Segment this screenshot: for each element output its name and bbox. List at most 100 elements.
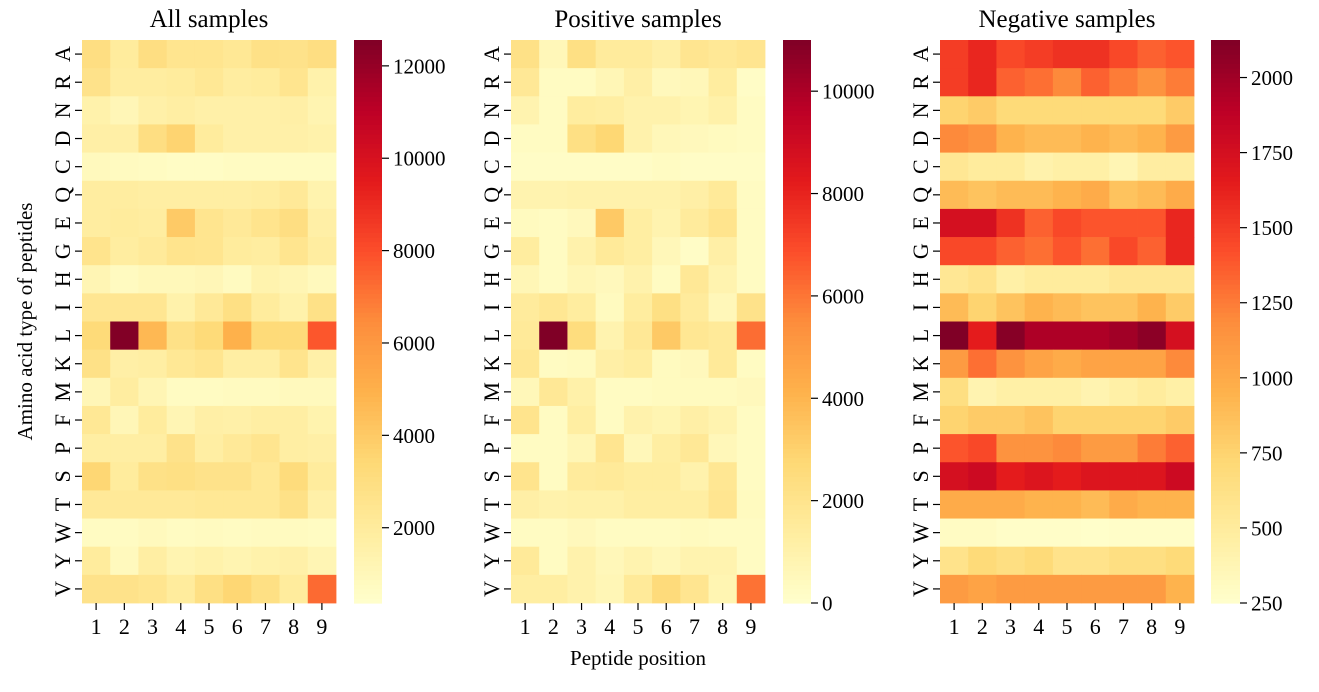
y-tick-label: V bbox=[479, 581, 504, 597]
heatmap-cell: Q @ 9: 1400 bbox=[307, 180, 337, 210]
heatmap-cell: G @ 8: 1200 bbox=[708, 237, 738, 266]
colorbar-segment bbox=[783, 584, 811, 590]
heatmap-cell: V @ 5: 1100 bbox=[1052, 574, 1082, 604]
heatmap-cell: K @ 7: 1050 bbox=[1109, 349, 1138, 379]
heatmap-cell: T @ 5: 1300 bbox=[623, 490, 653, 519]
heatmap-cell: H @ 1: 550 bbox=[940, 265, 969, 294]
colorbar-segment bbox=[354, 115, 382, 121]
heatmap-cell: V @ 8: 2000 bbox=[279, 574, 309, 604]
colorbar-segment bbox=[783, 405, 811, 412]
colorbar-segment bbox=[783, 222, 811, 229]
heatmap-cell: H @ 4: 1000 bbox=[166, 265, 196, 294]
colorbar-segment bbox=[1211, 326, 1240, 332]
heatmap-cell: D @ 7: 500 bbox=[680, 124, 709, 153]
heatmap-cell: F @ 3: 1300 bbox=[567, 405, 597, 435]
heatmap-cell: E @ 8: 2000 bbox=[708, 208, 738, 238]
colorbar-segment bbox=[1211, 527, 1240, 534]
y-tick-label: T bbox=[908, 497, 933, 511]
y-tick-label: C bbox=[479, 159, 504, 174]
colorbar-segment bbox=[354, 288, 382, 294]
colorbar-segment bbox=[1211, 82, 1240, 88]
heatmap-cell: V @ 7: 1100 bbox=[1109, 574, 1138, 604]
heatmap-cell: L @ 9: 7800 bbox=[307, 321, 337, 351]
colorbar-segment bbox=[783, 265, 811, 271]
colorbar-segment bbox=[783, 176, 811, 182]
heatmap-cell: P @ 5: 1200 bbox=[1052, 434, 1082, 463]
colorbar-segment bbox=[783, 593, 811, 599]
heatmap-cell: V @ 3: 1000 bbox=[567, 574, 597, 604]
heatmap-cell: M @ 5: 450 bbox=[1052, 377, 1082, 407]
heatmap-cell: A @ 3: 1450 bbox=[996, 40, 1026, 69]
colorbar-segment bbox=[783, 63, 811, 69]
heatmap-cell: R @ 9: 1500 bbox=[307, 68, 337, 97]
colorbar-segment bbox=[1211, 260, 1240, 266]
heatmap-cell: G @ 4: 1300 bbox=[1024, 237, 1054, 266]
heatmap-cell: M @ 3: 1200 bbox=[138, 377, 168, 407]
colorbar-segment bbox=[1211, 415, 1240, 421]
colorbar-segment bbox=[354, 509, 382, 515]
colorbar-segment bbox=[783, 302, 811, 309]
heatmap-cell: L @ 8: 1600 bbox=[708, 321, 738, 351]
heatmap-cell: F @ 6: 800 bbox=[652, 405, 681, 435]
heatmap-cell: C @ 2: 800 bbox=[110, 152, 139, 182]
heatmap-cell: C @ 4: 200 bbox=[595, 152, 625, 182]
colorbar-segment bbox=[354, 283, 382, 290]
colorbar-segment bbox=[783, 532, 811, 538]
colorbar-segment bbox=[354, 40, 382, 46]
colorbar-segment bbox=[354, 298, 382, 304]
x-tick-label: 9 bbox=[316, 614, 327, 639]
colorbar-segment bbox=[1211, 213, 1240, 219]
heatmap-cell: E @ 3: 500 bbox=[567, 208, 597, 238]
colorbar-segment bbox=[783, 560, 811, 567]
colorbar-tick-label: 8000 bbox=[822, 182, 864, 206]
colorbar-tick-label: 4000 bbox=[822, 387, 864, 411]
heatmap-cell: I @ 3: 2400 bbox=[138, 293, 168, 322]
heatmap-cell: K @ 8: 2600 bbox=[279, 349, 309, 379]
y-tick-label: R bbox=[479, 75, 504, 90]
colorbar-segment bbox=[783, 368, 811, 374]
y-tick-label: N bbox=[50, 102, 75, 118]
colorbar-segment bbox=[354, 551, 382, 557]
heatmap-cell: W @ 2: 300 bbox=[968, 518, 997, 548]
heatmap-cell: W @ 8: 270 bbox=[1137, 518, 1167, 548]
colorbar-tick-label: 2000 bbox=[822, 489, 864, 513]
heatmap-cell: Y @ 4: 600 bbox=[595, 546, 625, 576]
colorbar-segment bbox=[1211, 194, 1240, 201]
heatmap-cell: R @ 5: 1200 bbox=[1052, 68, 1082, 97]
heatmap-cell: K @ 2: 1700 bbox=[110, 349, 139, 379]
heatmap-cell: M @ 6: 400 bbox=[652, 377, 681, 407]
colorbar-segment bbox=[783, 161, 811, 168]
colorbar-segment bbox=[354, 434, 382, 440]
colorbar-segment bbox=[783, 588, 811, 595]
y-tick-label: P bbox=[908, 442, 933, 454]
heatmap-cell: F @ 9: 1400 bbox=[307, 405, 337, 435]
colorbar-segment bbox=[1211, 593, 1240, 599]
colorbar-tick-label: 10000 bbox=[393, 147, 446, 171]
heatmap-cell: V @ 3: 2500 bbox=[138, 574, 168, 604]
heatmap-cell: L @ 8: 3300 bbox=[279, 321, 309, 351]
colorbar-segment bbox=[354, 556, 382, 562]
colorbar-segment bbox=[783, 396, 811, 402]
heatmap-cell: C @ 7: 700 bbox=[251, 152, 280, 182]
heatmap-cell: G @ 7: 1450 bbox=[1109, 237, 1138, 266]
heatmap-cell: H @ 1: 700 bbox=[511, 265, 540, 294]
colorbar-segment bbox=[1211, 542, 1240, 548]
colorbar-segment bbox=[1211, 138, 1240, 144]
colorbar-segment bbox=[783, 298, 811, 304]
colorbar-segment bbox=[354, 565, 382, 571]
heatmap-cell: F @ 4: 850 bbox=[1024, 405, 1054, 435]
heatmap-cell: I @ 9: 2100 bbox=[736, 293, 766, 322]
colorbar-segment bbox=[1211, 208, 1240, 215]
heatmap-cell: S @ 9: 300 bbox=[736, 462, 766, 491]
heatmap-cell: Q @ 6: 1000 bbox=[1081, 180, 1110, 210]
heatmap-cell: Y @ 7: 650 bbox=[1109, 546, 1138, 576]
heatmap-cell: E @ 8: 1400 bbox=[1137, 208, 1167, 238]
heatmap-cell: L @ 1: 1600 bbox=[511, 321, 540, 351]
heatmap-cell: R @ 4: 1300 bbox=[1024, 68, 1054, 97]
heatmap-cell: R @ 2: 300 bbox=[539, 68, 568, 97]
colorbar-segment bbox=[783, 152, 811, 158]
heatmap-cell: F @ 4: 300 bbox=[595, 405, 625, 435]
heatmap-cell: T @ 9: 400 bbox=[736, 490, 766, 519]
heatmap-cell: N @ 7: 1600 bbox=[251, 96, 280, 125]
heatmap-cell: W @ 1: 700 bbox=[82, 518, 111, 548]
